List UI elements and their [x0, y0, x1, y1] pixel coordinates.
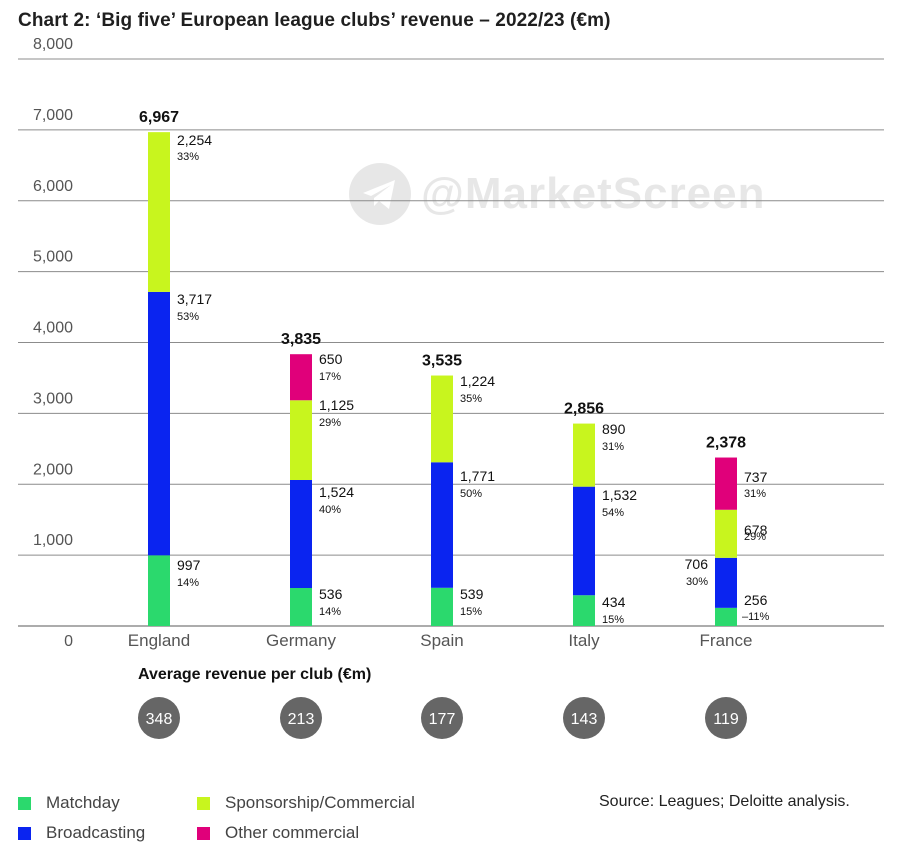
legend-item-matchday: Matchday — [18, 793, 120, 813]
segment-value-label: 1,125 — [319, 397, 354, 413]
average-badge — [138, 697, 180, 739]
other-swatch — [197, 826, 210, 840]
average-badge — [705, 697, 747, 739]
y-tick-label: 5,000 — [33, 249, 73, 266]
watermark-text: @MarketScreen — [421, 169, 766, 218]
segment-percent-label: 29% — [319, 417, 341, 429]
y-tick-label: 2,000 — [33, 461, 73, 478]
bar-broadcasting — [715, 557, 737, 608]
bar-sponsorship — [573, 423, 595, 487]
segment-percent-label: 33% — [177, 151, 199, 163]
legend-label-sponsorship: Sponsorship/Commercial — [225, 793, 415, 812]
legend-item-sponsorship: Sponsorship/Commercial — [197, 793, 415, 813]
chart-title: Chart 2: ‘Big five’ European league club… — [18, 10, 611, 31]
bar-sponsorship — [148, 132, 170, 292]
y-tick-label: 7,000 — [33, 107, 73, 124]
bar-matchday — [573, 595, 595, 626]
y-tick-label: 3,000 — [33, 390, 73, 407]
segment-percent-label: 15% — [460, 606, 482, 618]
bar-broadcasting — [290, 479, 312, 589]
legend-label-other: Other commercial — [225, 823, 360, 842]
segment-value-label: 434 — [602, 594, 626, 610]
bar-broadcasting — [431, 462, 453, 588]
category-label: Italy — [568, 631, 600, 650]
category-label: Spain — [420, 631, 463, 650]
segment-value-label: 890 — [602, 421, 626, 437]
average-badge — [563, 697, 605, 739]
telegram-icon — [349, 163, 411, 225]
segment-value-label: 1,532 — [602, 487, 637, 503]
bar-matchday — [715, 607, 737, 626]
segment-value-label: 1,524 — [319, 484, 354, 500]
bar-matchday — [290, 588, 312, 626]
segment-percent-label: 54% — [602, 507, 624, 519]
segment-value-label: 2,254 — [177, 132, 212, 148]
total-label: 3,835 — [281, 331, 321, 348]
segment-value-label: 678 — [744, 522, 768, 538]
segment-value-label: 706 — [685, 556, 709, 572]
total-label: 2,378 — [706, 435, 746, 452]
segment-percent-label: 14% — [177, 577, 199, 589]
bar-matchday — [148, 555, 170, 626]
segment-value-label: 997 — [177, 557, 201, 573]
y-tick-label: 4,000 — [33, 320, 73, 337]
segment-percent-label: 14% — [319, 606, 341, 618]
average-badge-value: 213 — [288, 711, 315, 728]
segment-value-label: 3,717 — [177, 291, 212, 307]
average-revenue-title: Average revenue per club (€m) — [138, 666, 372, 683]
broadcasting-swatch — [18, 826, 31, 840]
legend-label-matchday: Matchday — [46, 793, 120, 812]
segment-percent-label: 30% — [686, 576, 708, 588]
average-badge — [421, 697, 463, 739]
bar-sponsorship — [431, 375, 453, 463]
category-label: England — [128, 631, 190, 650]
segment-percent-label: 31% — [744, 488, 766, 500]
segment-value-label: 256 — [744, 592, 768, 608]
total-label: 2,856 — [564, 401, 604, 418]
bar-other — [715, 457, 737, 510]
segment-percent-label: 53% — [177, 311, 199, 323]
segment-percent-label: 15% — [602, 614, 624, 626]
legend-item-broadcasting: Broadcasting — [18, 823, 145, 843]
average-badge-value: 143 — [571, 711, 598, 728]
y-tick-label: 0 — [64, 633, 73, 650]
y-tick-label: 1,000 — [33, 532, 73, 549]
category-label: Germany — [266, 631, 336, 650]
legend-item-other: Other commercial — [197, 823, 359, 843]
segment-value-label: 536 — [319, 586, 343, 602]
average-badge-value: 348 — [146, 711, 173, 728]
segment-percent-label: 40% — [319, 504, 341, 516]
segment-percent-label: 17% — [319, 371, 341, 383]
y-tick-label: 8,000 — [33, 36, 73, 53]
bar-sponsorship — [715, 509, 737, 558]
legend-label-broadcasting: Broadcasting — [46, 823, 146, 842]
segment-percent-label: 35% — [460, 393, 482, 405]
bar-broadcasting — [148, 291, 170, 556]
segment-percent-label: 50% — [460, 488, 482, 500]
category-label: France — [700, 631, 753, 650]
y-tick-label: 6,000 — [33, 178, 73, 195]
bar-matchday — [431, 587, 453, 626]
segment-value-label: 1,771 — [460, 468, 495, 484]
segment-percent-label: –11% — [742, 611, 770, 623]
segment-value-label: 650 — [319, 351, 343, 367]
average-badge-value: 119 — [713, 711, 739, 728]
bar-sponsorship — [290, 400, 312, 480]
total-label: 6,967 — [139, 109, 179, 126]
segment-value-label: 1,224 — [460, 373, 495, 389]
segment-value-label: 737 — [744, 469, 768, 485]
average-badge — [280, 697, 322, 739]
source-note: Source: Leagues; Deloitte analysis. — [599, 793, 850, 810]
segment-percent-label: 29% — [744, 531, 766, 543]
total-label: 3,535 — [422, 353, 462, 370]
matchday-swatch — [18, 796, 31, 810]
average-badge-value: 177 — [429, 711, 456, 728]
bar-broadcasting — [573, 486, 595, 596]
stacked-bar-chart: 0 1,000 2,000 3,000 4,000 5,000 6,000 7,000 8,00… — [18, 36, 884, 739]
sponsorship-swatch — [197, 796, 210, 810]
segment-percent-label: 31% — [602, 441, 624, 453]
bar-other — [290, 354, 312, 401]
segment-value-label: 539 — [460, 586, 484, 602]
watermark: @MarketScreen — [349, 163, 766, 225]
